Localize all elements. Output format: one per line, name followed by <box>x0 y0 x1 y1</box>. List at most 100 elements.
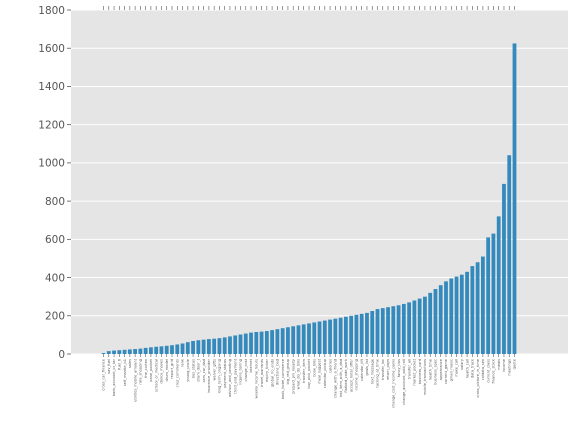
bar-72 <box>480 256 485 354</box>
bar-39 <box>307 323 311 354</box>
bar-9 <box>149 347 153 354</box>
y-tick-label-8: 1600 <box>38 43 65 55</box>
bar-47 <box>349 315 354 354</box>
x-tick-label-59: market_pocket <box>413 358 417 385</box>
bar-27 <box>243 333 248 354</box>
bar-15 <box>180 343 185 354</box>
bar-series <box>101 43 517 354</box>
bar-26 <box>238 334 243 354</box>
bar-6 <box>133 349 138 354</box>
x-tick-label-8: the_cortex <box>144 358 148 378</box>
x-tick-label-4: self_mantle_b1 <box>123 359 127 386</box>
bar-51 <box>370 311 375 354</box>
bar-21 <box>212 338 217 354</box>
x-tick-label-48: income_shopping <box>355 359 359 390</box>
x-tick-label-49: calendar_lift <box>360 358 364 381</box>
x-tick-label-74: finance_stock <box>492 358 496 383</box>
bar-23 <box>222 337 227 354</box>
bar-63 <box>433 289 438 354</box>
x-tick-label-61: mobile_transactions <box>423 359 427 395</box>
bar-56 <box>396 305 401 354</box>
x-tick-label-69: health_call <box>465 359 469 378</box>
bar-66 <box>449 278 454 354</box>
bar-10 <box>154 346 159 354</box>
bar-5 <box>127 349 132 354</box>
x-tick-label-76: income <box>502 358 506 372</box>
bar-16 <box>185 342 190 354</box>
x-tick-label-55: change_cost_income_pains <box>392 359 396 408</box>
x-tick-label-68: salary <box>460 358 464 370</box>
x-tick-label-26: inquire_boring <box>239 359 243 385</box>
bar-76 <box>502 183 506 354</box>
x-tick-label-73: current_class <box>486 359 490 383</box>
bar-19 <box>201 339 206 354</box>
y-tick-label-0: 0 <box>58 349 65 361</box>
x-tick-label-77: meetings <box>507 359 511 376</box>
bar-61 <box>423 296 427 354</box>
bar-60 <box>417 298 422 354</box>
x-tick-label-43: calories <box>328 359 332 373</box>
x-tick-label-9: pane_pocket <box>149 358 153 381</box>
bar-38 <box>301 324 306 354</box>
x-tick-label-64: appearance <box>439 358 443 380</box>
bar-48 <box>354 314 359 354</box>
bar-8 <box>143 347 148 354</box>
x-tick-label-56: fancy_tips <box>397 359 401 377</box>
x-tick-label-52: tacking_at_time <box>376 358 380 387</box>
x-axis: cross_car_finance nav_fuel bank_account_or… <box>102 6 517 408</box>
bar-41 <box>317 321 322 354</box>
bar-64 <box>438 285 443 354</box>
x-tick-label-27: change_cost <box>244 358 248 381</box>
x-tick-label-11: dance_moves <box>160 359 164 384</box>
x-tick-label-3: fuel_6 <box>118 358 122 370</box>
bar-30 <box>259 331 264 354</box>
bar-43 <box>328 319 332 354</box>
x-tick-label-60: business_card <box>418 359 422 384</box>
x-tick-label-45: lost_item_with_a_dad <box>339 359 343 397</box>
bar-62 <box>428 292 433 354</box>
x-tick-label-30: travel_warrants <box>260 359 264 387</box>
x-tick-label-16: young_uncle <box>186 358 190 381</box>
x-tick-label-47: accept_hotel_offer <box>349 358 353 392</box>
bar-31 <box>264 331 269 354</box>
bar-45 <box>338 317 343 354</box>
x-tick-label-65: current_game <box>444 358 448 384</box>
y-tick-label-6: 1200 <box>38 119 65 131</box>
x-tick-label-14: cruz_comments <box>175 359 179 387</box>
y-tick-label-1: 200 <box>45 311 65 323</box>
bar-3 <box>117 350 122 354</box>
x-tick-label-63: business_spec <box>434 359 438 385</box>
x-tick-label-10: school_or_medical <box>154 359 158 392</box>
bar-33 <box>275 329 280 354</box>
bar-32 <box>270 330 275 354</box>
bar-14 <box>175 344 180 354</box>
x-tick-label-22: long_term_ongoing <box>218 359 222 393</box>
bar-12 <box>164 345 169 354</box>
plot-background <box>71 10 568 354</box>
x-tick-label-1: nav_fuel <box>107 359 111 374</box>
y-tick-label-7: 1400 <box>38 81 65 93</box>
bar-52 <box>375 309 380 354</box>
y-tick-label-5: 1000 <box>38 158 65 170</box>
bar-55 <box>391 306 396 354</box>
bar-36 <box>291 326 296 354</box>
x-tick-label-33: directions_bad <box>276 359 280 385</box>
x-tick-label-75: meals <box>497 359 501 370</box>
bar-57 <box>401 303 406 354</box>
x-tick-label-23: payment_status <box>223 359 227 388</box>
bar-2 <box>112 350 116 354</box>
x-tick-label-57: change_account_sold_roll <box>402 359 406 405</box>
y-tick-label-9: 1800 <box>38 5 65 17</box>
x-tick-label-24: advisor_and_pending <box>228 359 232 397</box>
y-tick-label-4: 800 <box>45 196 65 208</box>
x-tick-label-29: weekly_income_hours <box>255 359 259 399</box>
x-tick-label-53: transfer_loc <box>381 359 385 380</box>
x-tick-label-2: bank_account_or_tar <box>112 358 116 396</box>
x-tick-label-54: return_pays <box>386 359 390 380</box>
bar-29 <box>254 332 259 354</box>
x-tick-label-34: book_hotel_commerce <box>281 358 285 399</box>
y-tick-label-3: 600 <box>45 234 65 246</box>
x-tick-label-72: coldata_sex <box>481 358 485 380</box>
bar-54 <box>386 307 390 354</box>
